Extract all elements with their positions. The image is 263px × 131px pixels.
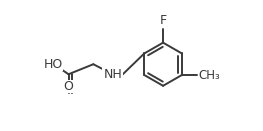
Text: HO: HO	[44, 58, 63, 71]
Text: F: F	[160, 14, 167, 27]
Text: O: O	[64, 80, 73, 93]
Text: NH: NH	[103, 68, 122, 81]
Text: CH₃: CH₃	[198, 69, 220, 81]
